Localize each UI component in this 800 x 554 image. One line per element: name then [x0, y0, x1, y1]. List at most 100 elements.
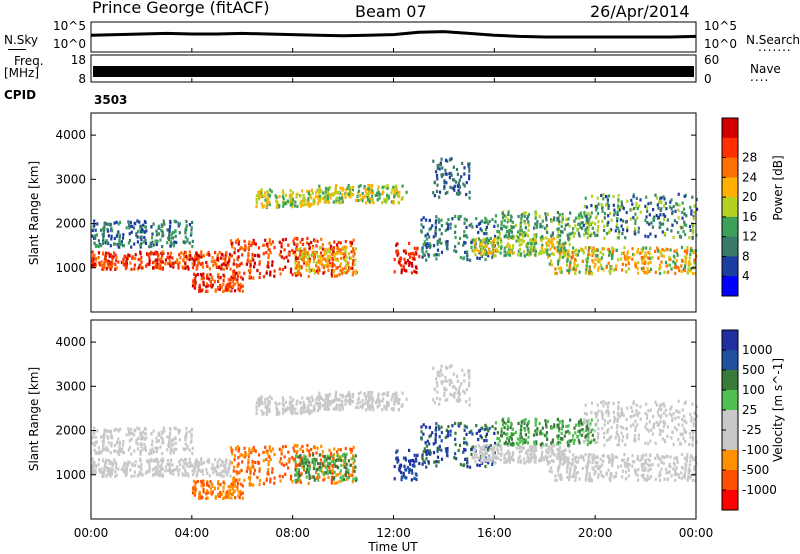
data-cell — [615, 248, 619, 252]
data-cell — [353, 252, 356, 256]
data-cell — [480, 251, 483, 256]
data-cell — [585, 219, 588, 223]
data-cell — [302, 199, 305, 203]
data-cell — [534, 238, 537, 242]
data-cell — [125, 226, 128, 230]
data-cell — [117, 450, 120, 454]
data-cell — [351, 395, 354, 399]
data-cell — [533, 246, 536, 250]
data-cell — [657, 215, 660, 219]
data-cell — [406, 258, 409, 263]
data-cell — [186, 472, 189, 476]
data-cell — [258, 271, 262, 276]
data-cell — [683, 223, 686, 227]
data-cell — [560, 229, 563, 233]
data-cell — [217, 287, 220, 291]
data-cell — [171, 468, 174, 472]
data-cell — [339, 241, 342, 245]
data-cell — [695, 197, 698, 202]
data-cell — [505, 422, 508, 426]
data-cell — [109, 451, 112, 455]
data-cell — [237, 481, 240, 485]
data-cell — [569, 263, 572, 267]
nsearch-label: N.Search — [746, 33, 800, 47]
data-cell — [592, 260, 595, 265]
data-cell — [155, 440, 158, 444]
data-cell — [239, 262, 242, 267]
data-cell — [326, 404, 329, 408]
data-cell — [363, 185, 366, 189]
data-cell — [551, 449, 554, 453]
data-cell — [123, 470, 126, 474]
data-cell — [626, 229, 629, 233]
data-cell — [131, 463, 134, 467]
data-cell — [195, 473, 198, 477]
data-cell — [279, 250, 282, 254]
data-cell — [386, 184, 389, 188]
data-cell — [542, 250, 546, 255]
data-cell — [345, 452, 348, 456]
data-cell — [348, 396, 351, 400]
data-cell — [386, 391, 389, 395]
data-cell — [323, 257, 327, 261]
data-cell — [394, 188, 397, 192]
data-cell — [198, 495, 201, 500]
data-cell — [647, 235, 650, 239]
data-cell — [501, 216, 505, 220]
data-cell — [119, 220, 122, 224]
data-cell — [268, 200, 271, 204]
data-cell — [529, 242, 532, 246]
data-cell — [678, 268, 681, 273]
data-cell — [299, 408, 302, 412]
data-cell — [607, 220, 610, 225]
data-cell — [540, 246, 543, 250]
data-cell — [193, 277, 196, 281]
data-cell — [530, 247, 533, 251]
data-cell — [195, 251, 198, 255]
data-cell — [157, 253, 160, 257]
data-cell — [467, 164, 470, 168]
data-cell — [479, 240, 482, 245]
data-cell — [640, 463, 643, 467]
data-cell — [440, 457, 444, 461]
data-cell — [458, 424, 461, 428]
data-cell — [512, 432, 515, 436]
data-cell — [476, 463, 479, 467]
data-cell — [650, 221, 653, 225]
data-cell — [236, 485, 239, 489]
data-cell — [517, 253, 520, 257]
data-cell — [324, 193, 327, 197]
data-cell — [289, 477, 292, 481]
data-cell — [473, 240, 476, 245]
data-cell — [295, 266, 298, 270]
data-cell — [311, 398, 314, 402]
power-ylabel: Slant Range [km] — [27, 161, 41, 265]
data-cell — [680, 269, 683, 274]
data-cell — [413, 453, 416, 457]
data-cell — [278, 240, 281, 244]
data-cell — [637, 226, 640, 230]
data-cell — [505, 245, 508, 249]
data-cell — [492, 450, 495, 454]
data-cell — [160, 436, 163, 440]
data-cell — [140, 237, 143, 242]
data-cell — [349, 474, 352, 478]
data-cell — [249, 263, 252, 267]
data-cell — [576, 227, 579, 231]
data-cell — [281, 195, 284, 199]
data-cell — [188, 257, 191, 262]
data-cell — [500, 434, 503, 438]
data-cell — [475, 454, 478, 458]
data-cell — [314, 194, 317, 198]
data-cell — [190, 432, 193, 437]
data-cell — [605, 231, 609, 236]
data-cell — [585, 426, 588, 430]
data-cell — [181, 472, 184, 476]
data-cell — [510, 248, 513, 252]
data-cell — [515, 234, 518, 238]
data-cell — [136, 447, 139, 451]
data-cell — [125, 472, 128, 476]
data-cell — [503, 214, 506, 218]
data-cell — [109, 430, 112, 434]
data-cell — [672, 235, 675, 239]
